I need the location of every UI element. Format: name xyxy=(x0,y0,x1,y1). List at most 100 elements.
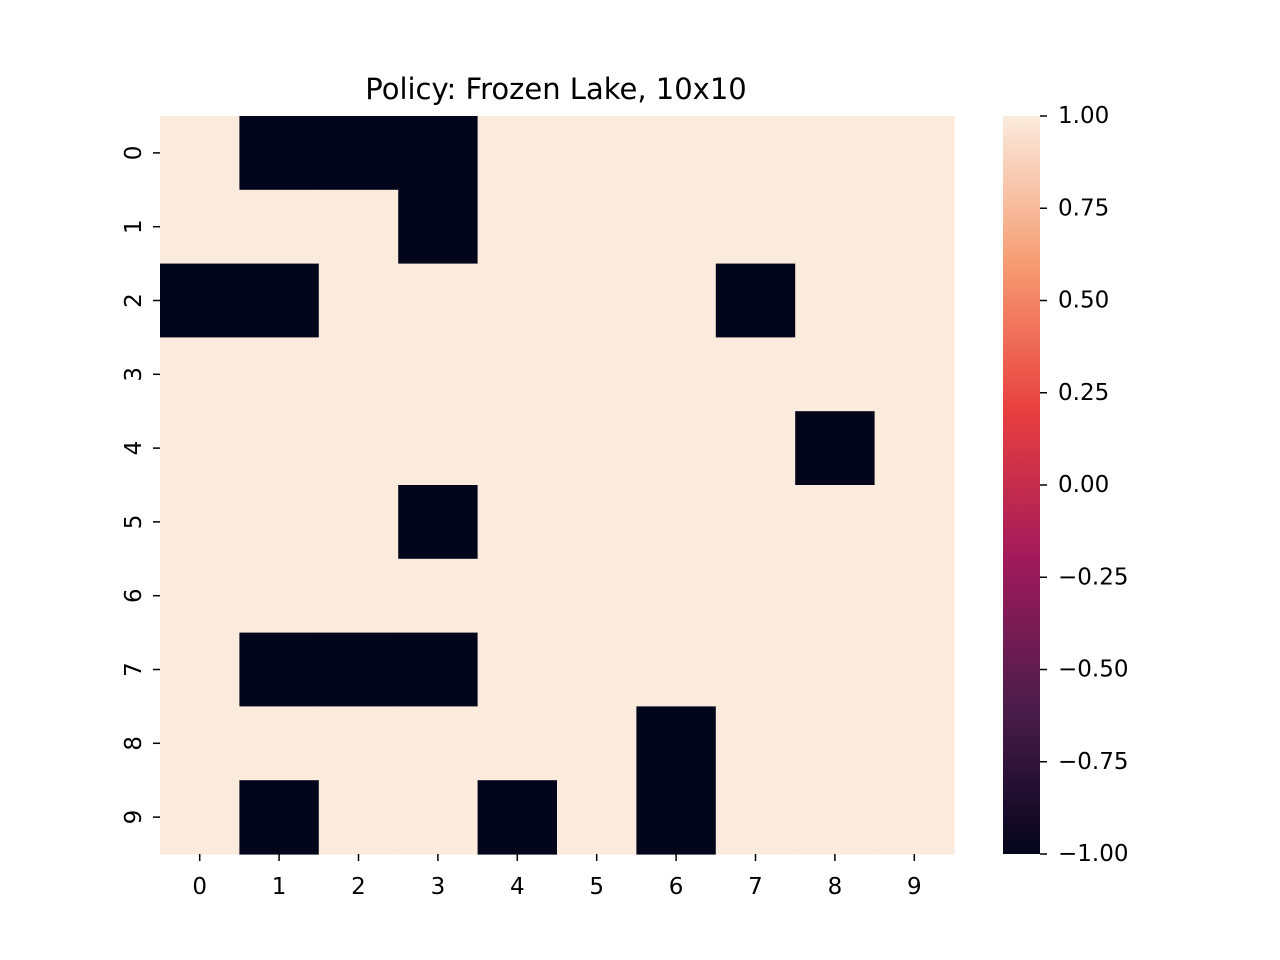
heatmap-cell-r4-c3 xyxy=(398,411,479,486)
colorbar-tick-label: −0.75 xyxy=(1058,749,1128,775)
heatmap-cell-r7-c6 xyxy=(636,632,717,707)
colorbar-tick-label: 0.50 xyxy=(1058,288,1109,314)
colorbar-tick-label: −1.00 xyxy=(1058,841,1128,867)
x-tick-label: 7 xyxy=(748,874,763,900)
heatmap-cell-r5-c6 xyxy=(636,485,717,560)
heatmap-cell-r4-c6 xyxy=(636,411,717,486)
y-tick-label: 6 xyxy=(121,588,147,603)
heatmap-cell-r7-c0 xyxy=(160,632,240,707)
heatmap-cell-r7-c2 xyxy=(318,632,399,707)
heatmap-cell-r2-c3 xyxy=(398,263,479,338)
heatmap-cell-r3-c5 xyxy=(557,337,637,412)
heatmap-cell-r5-c8 xyxy=(795,485,876,560)
colorbar-tick-label: −0.50 xyxy=(1058,657,1128,683)
heatmap-cell-r3-c9 xyxy=(874,337,955,412)
heatmap-cell-r8-c7 xyxy=(715,706,796,781)
heatmap-cell-r1-c3 xyxy=(398,189,479,265)
x-tick-label: 3 xyxy=(431,874,446,900)
heatmap-cell-r1-c2 xyxy=(318,189,399,265)
colorbar-tick-label: 0.75 xyxy=(1058,195,1109,221)
heatmap-cell-r4-c2 xyxy=(318,411,399,486)
heatmap-cell-r9-c3 xyxy=(398,780,479,855)
heatmap-cell-r8-c1 xyxy=(239,706,320,781)
heatmap-cell-r9-c9 xyxy=(874,780,955,855)
heatmap-cell-r1-c6 xyxy=(636,189,717,265)
heatmap-cell-r4-c8 xyxy=(795,411,876,486)
heatmap-cell-r2-c8 xyxy=(795,263,876,338)
heatmap-cell-r6-c4 xyxy=(477,558,558,634)
heatmap-cell-r6-c3 xyxy=(398,558,479,634)
y-tick-label: 1 xyxy=(121,219,147,234)
heatmap-cells xyxy=(160,116,955,855)
heatmap-cell-r0-c5 xyxy=(557,116,637,191)
heatmap-cell-r8-c4 xyxy=(477,706,558,781)
heatmap-cell-r9-c1 xyxy=(239,780,320,855)
x-tick-label: 5 xyxy=(589,874,604,900)
heatmap-cell-r6-c5 xyxy=(557,558,637,634)
heatmap-cell-r1-c7 xyxy=(715,189,796,265)
y-tick-label: 9 xyxy=(121,810,147,825)
heatmap-cell-r6-c8 xyxy=(795,558,876,634)
heatmap-cell-r8-c9 xyxy=(874,706,955,781)
heatmap-cell-r8-c3 xyxy=(398,706,479,781)
heatmap-cell-r7-c7 xyxy=(715,632,796,707)
heatmap-cell-r2-c4 xyxy=(477,263,558,338)
heatmap-cell-r6-c1 xyxy=(239,558,320,634)
heatmap-cell-r1-c4 xyxy=(477,189,558,265)
x-tick-label: 8 xyxy=(828,874,843,900)
x-axis-ticks: 0 1 2 3 4 5 6 7 8 9 xyxy=(192,854,922,900)
heatmap-cell-r3-c4 xyxy=(477,337,558,412)
heatmap-cell-r7-c3 xyxy=(398,632,479,707)
heatmap-cell-r9-c6 xyxy=(636,780,717,855)
heatmap-cell-r9-c5 xyxy=(557,780,637,855)
heatmap-cell-r5-c9 xyxy=(874,485,955,560)
heatmap-cell-r4-c0 xyxy=(160,411,240,486)
heatmap-cell-r5-c4 xyxy=(477,485,558,560)
y-tick-label: 3 xyxy=(121,367,147,382)
heatmap-cell-r9-c7 xyxy=(715,780,796,855)
colorbar xyxy=(1003,116,1040,854)
heatmap-cell-r0-c1 xyxy=(239,116,320,191)
heatmap-cell-r3-c1 xyxy=(239,337,320,412)
heatmap-cell-r3-c0 xyxy=(160,337,240,412)
heatmap-cell-r0-c7 xyxy=(715,116,796,191)
heatmap-cell-r1-c8 xyxy=(795,189,876,265)
heatmap-cell-r7-c1 xyxy=(239,632,320,707)
heatmap-cell-r4-c7 xyxy=(715,411,796,486)
heatmap-cell-r7-c8 xyxy=(795,632,876,707)
heatmap-cell-r5-c0 xyxy=(160,485,240,560)
heatmap-cell-r9-c8 xyxy=(795,780,876,855)
colorbar-tick-label: −0.25 xyxy=(1058,564,1128,590)
heatmap-cell-r2-c7 xyxy=(715,263,796,338)
heatmap-cell-r2-c2 xyxy=(318,263,399,338)
heatmap-cell-r2-c6 xyxy=(636,263,717,338)
heatmap-cell-r1-c1 xyxy=(239,189,320,265)
y-tick-label: 8 xyxy=(121,736,147,751)
heatmap-cell-r2-c0 xyxy=(160,263,240,338)
x-tick-label: 0 xyxy=(192,874,207,900)
y-tick-label: 5 xyxy=(121,515,147,530)
x-tick-label: 6 xyxy=(669,874,684,900)
heatmap-cell-r2-c1 xyxy=(239,263,320,338)
heatmap-cell-r5-c7 xyxy=(715,485,796,560)
x-tick-label: 4 xyxy=(510,874,525,900)
colorbar-tick-label: 0.00 xyxy=(1058,472,1109,498)
heatmap-cell-r4-c1 xyxy=(239,411,320,486)
heatmap-cell-r6-c7 xyxy=(715,558,796,634)
chart-title: Policy: Frozen Lake, 10x10 xyxy=(365,72,747,106)
heatmap-cell-r0-c2 xyxy=(318,116,399,191)
y-tick-label: 4 xyxy=(121,441,147,456)
heatmap-cell-r7-c5 xyxy=(557,632,637,707)
heatmap-cell-r3-c7 xyxy=(715,337,796,412)
colorbar-tick-label: 0.25 xyxy=(1058,380,1109,406)
heatmap-cell-r1-c5 xyxy=(557,189,637,265)
heatmap-cell-r3-c6 xyxy=(636,337,717,412)
y-tick-label: 2 xyxy=(121,293,147,308)
heatmap-cell-r6-c2 xyxy=(318,558,399,634)
heatmap-cell-r3-c2 xyxy=(318,337,399,412)
heatmap-cell-r0-c8 xyxy=(795,116,876,191)
heatmap-cell-r4-c9 xyxy=(874,411,955,486)
heatmap-cell-r5-c2 xyxy=(318,485,399,560)
heatmap-cell-r0-c4 xyxy=(477,116,558,191)
